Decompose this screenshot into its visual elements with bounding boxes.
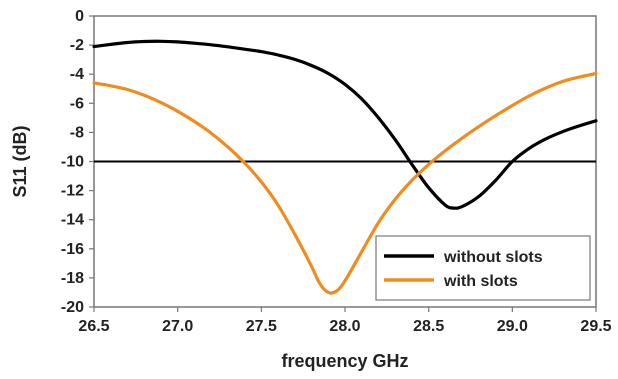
x-tick-labels: 26.5 27.0 27.5 28.0 28.5 29.0 29.5 [78, 318, 611, 335]
x-axis-label: frequency GHz [281, 351, 408, 371]
series-layer [92, 39, 598, 295]
y-tick-label: -20 [61, 299, 84, 316]
y-tick-label: -14 [61, 212, 84, 229]
y-tick-label: -4 [70, 66, 84, 83]
x-tick-label: 27.0 [162, 318, 193, 335]
legend: without slots with slots [375, 235, 591, 301]
series-line-without-slots [92, 39, 598, 210]
y-tick-labels: 0 -2 -4 -6 -8 -10 -12 -14 -16 -18 -20 [61, 8, 84, 316]
y-tick-label: -18 [61, 270, 84, 287]
y-tick-label: -16 [61, 241, 84, 258]
x-tick-label: 29.0 [497, 318, 528, 335]
y-tick-label: 0 [75, 8, 84, 25]
x-tick-label: 27.5 [246, 318, 277, 335]
legend-label-without-slots: without slots [443, 249, 543, 266]
y-tick-label: -2 [70, 37, 84, 54]
tick-marks [89, 15, 597, 312]
legend-label-with-slots: with slots [443, 273, 518, 290]
y-tick-label: -12 [61, 183, 84, 200]
y-axis-label: S11 (dB) [10, 125, 30, 197]
y-tick-label: -8 [70, 124, 84, 141]
series-line-with-slots [92, 71, 598, 295]
y-tick-label: -10 [61, 154, 84, 171]
legend-box [375, 235, 591, 301]
y-tick-label: -6 [70, 95, 84, 112]
x-tick-label: 28.0 [329, 318, 360, 335]
x-tick-label: 28.5 [413, 318, 444, 335]
x-tick-label: 26.5 [78, 318, 109, 335]
x-tick-label: 29.5 [580, 318, 611, 335]
